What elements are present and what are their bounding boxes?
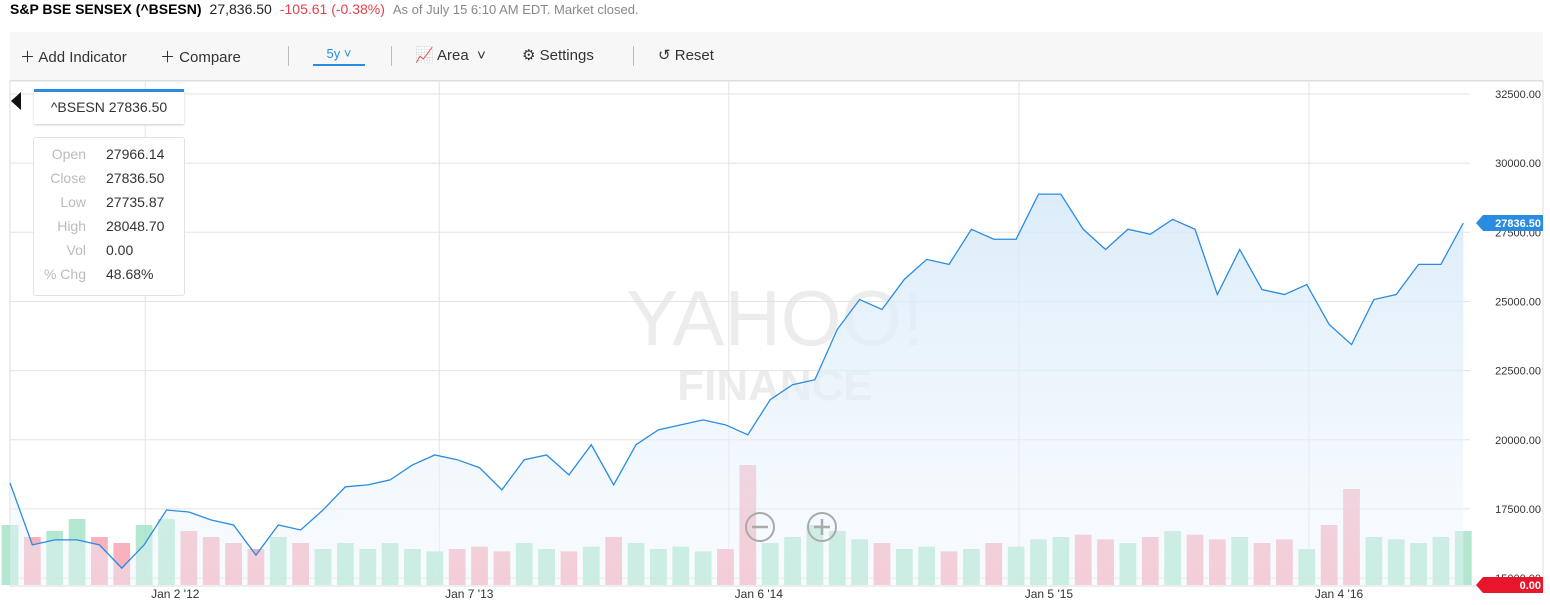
zoom-icon[interactable] bbox=[814, 519, 830, 535]
y-tick-label: 22500.00 bbox=[1495, 366, 1541, 378]
tooltip-label: High bbox=[57, 218, 86, 234]
tooltip-value: 27735.87 bbox=[106, 194, 165, 210]
tooltip-label: Close bbox=[50, 170, 86, 186]
tooltip-row: High 28048.70 bbox=[34, 218, 184, 242]
tooltip-value: 27836.50 bbox=[106, 170, 165, 186]
x-tick-label: Jan 4 '16 bbox=[1315, 587, 1364, 601]
separator bbox=[391, 46, 392, 66]
zoom-button[interactable] bbox=[807, 512, 837, 542]
reset-button[interactable]: ↺ Reset bbox=[658, 47, 714, 64]
volume-tag-label: 0.00 bbox=[1520, 580, 1541, 592]
reset-label[interactable]: Reset bbox=[674, 47, 714, 64]
separator bbox=[288, 46, 289, 66]
tooltip-label: % Chg bbox=[43, 266, 86, 282]
separator bbox=[633, 46, 634, 66]
y-tick-label: 17500.00 bbox=[1495, 504, 1541, 516]
quote-title: S&P BSE SENSEX (^BSESN) bbox=[10, 1, 202, 17]
quote-header: S&P BSE SENSEX (^BSESN) 27,836.50 -105.61 … bbox=[10, 1, 639, 17]
zoom-circle[interactable] bbox=[745, 512, 775, 542]
tooltip-title: ^BSESN 27836.50 bbox=[34, 89, 184, 124]
x-tick-label: Jan 5 '15 bbox=[1025, 587, 1074, 601]
zoom-button[interactable] bbox=[745, 512, 775, 542]
plot-frame bbox=[9, 80, 1544, 587]
compare-label[interactable]: Compare bbox=[179, 49, 241, 66]
chart-type-button[interactable]: 📈 Area ˅ bbox=[415, 47, 486, 64]
tooltip-row: Vol 0.00 bbox=[34, 242, 184, 266]
y-tick-label: 32500.00 bbox=[1495, 89, 1541, 101]
collapse-arrow[interactable] bbox=[8, 90, 38, 120]
tooltip-value: 27966.14 bbox=[106, 146, 165, 162]
arrow-icon[interactable] bbox=[11, 92, 21, 110]
tooltip-value: 28048.70 bbox=[106, 218, 165, 234]
add-indicator-button[interactable]: ＋ Add Indicator bbox=[20, 49, 127, 66]
price-tag-label: 27836.50 bbox=[1495, 218, 1541, 230]
range-selector[interactable]: 5y ˅ bbox=[313, 46, 365, 66]
volume-tag bbox=[1476, 577, 1543, 593]
market-status: As of July 15 6:10 AM EDT. Market closed… bbox=[392, 2, 639, 17]
range-label[interactable]: 5y bbox=[326, 46, 341, 61]
tooltip-label: Low bbox=[60, 194, 86, 210]
chart-type-label[interactable]: Area bbox=[437, 47, 469, 64]
price-line bbox=[9, 193, 1464, 570]
y-tick-label: 30000.00 bbox=[1495, 158, 1541, 170]
y-tick-label: 25000.00 bbox=[1495, 296, 1541, 308]
tooltip-row: Close 27836.50 bbox=[34, 170, 184, 194]
tooltip-label: Open bbox=[51, 146, 86, 162]
tooltip-row: % Chg 48.68% bbox=[34, 266, 184, 290]
x-tick-label: Jan 6 '14 bbox=[735, 587, 784, 601]
zoom-circle[interactable] bbox=[807, 512, 837, 542]
tooltip-label: Vol bbox=[66, 242, 86, 258]
tooltip-value: 48.68% bbox=[106, 266, 154, 282]
quote-change: -105.61 (-0.38%) bbox=[279, 1, 385, 17]
tooltip-row: Open 27966.14 bbox=[34, 146, 184, 170]
quote-price: 27,836.50 bbox=[209, 1, 272, 17]
settings-label[interactable]: Settings bbox=[539, 47, 594, 64]
compare-button[interactable]: ＋ Compare bbox=[160, 49, 241, 66]
price-area bbox=[10, 194, 1464, 585]
tooltip-value: 0.00 bbox=[106, 242, 134, 258]
settings-button[interactable]: ⚙ Settings bbox=[522, 47, 594, 64]
tooltip-row: Low 27735.87 bbox=[34, 194, 184, 218]
price-tag bbox=[1476, 215, 1543, 232]
x-tick-label: Jan 7 '13 bbox=[445, 587, 494, 601]
tooltip: Open 27966.14 Close 27836.50 Low 27735.87 High… bbox=[33, 137, 185, 296]
x-tick-label: Jan 2 '12 bbox=[151, 587, 200, 601]
y-tick-label: 20000.00 bbox=[1495, 435, 1541, 447]
add-indicator-label[interactable]: Add Indicator bbox=[38, 49, 127, 66]
